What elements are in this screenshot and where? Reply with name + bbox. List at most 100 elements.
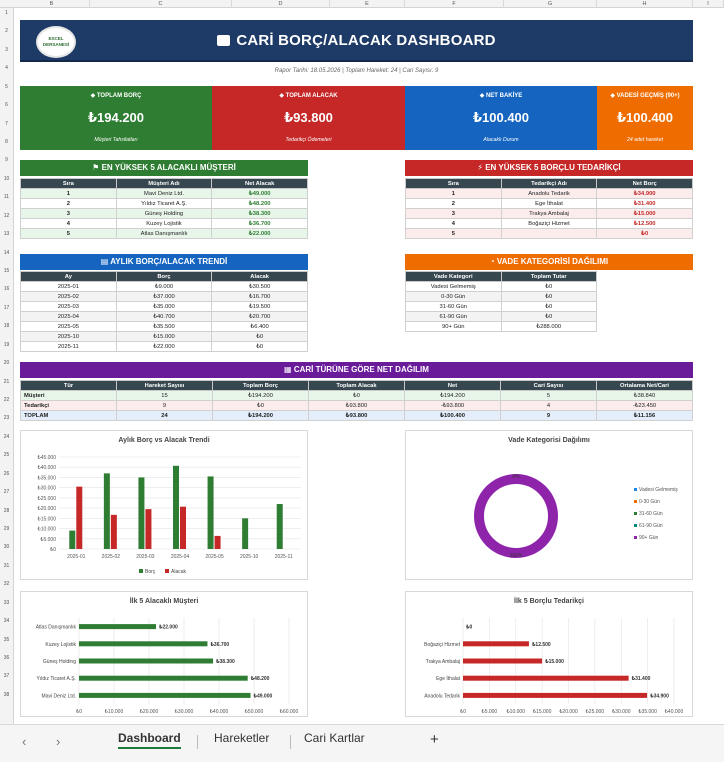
- table-cell[interactable]: ₺93.800: [308, 400, 405, 411]
- row-header[interactable]: 14: [3, 249, 10, 256]
- row-header[interactable]: 7: [5, 120, 8, 127]
- table-cell[interactable]: Anadolu Tedarik: [500, 188, 598, 199]
- table-cell[interactable]: 5: [405, 228, 502, 239]
- row-header[interactable]: 2: [5, 28, 8, 35]
- table-cell[interactable]: ₺11.156: [596, 410, 693, 421]
- table-cell[interactable]: ₺38.840: [596, 390, 693, 401]
- table-cell[interactable]: 2025-02: [20, 291, 117, 302]
- table-cell[interactable]: ₺194.200: [212, 390, 309, 401]
- row-header[interactable]: 3: [5, 46, 8, 53]
- table-cell[interactable]: 15: [116, 390, 213, 401]
- table-cell[interactable]: ₺93.800: [308, 410, 405, 421]
- table-cell[interactable]: ₺35.500: [115, 321, 213, 332]
- table-cell[interactable]: Mavi Deniz Ltd.: [115, 188, 213, 199]
- table-cell[interactable]: ₺15.000: [596, 208, 693, 219]
- table-cell[interactable]: -₺93.800: [404, 400, 501, 411]
- table-cell[interactable]: 61-90 Gün: [405, 311, 502, 322]
- column-header[interactable]: B: [14, 0, 90, 8]
- table-cell[interactable]: 4: [20, 218, 117, 229]
- table-cell[interactable]: Ege İthalat: [500, 198, 598, 209]
- prev-sheet-button[interactable]: ‹: [22, 734, 27, 749]
- table-cell[interactable]: ₺0: [500, 281, 597, 292]
- top-customers-chart[interactable]: İlk 5 Alacaklı Müşteri ₺0 ₺10.000 ₺20.000 ₺…: [20, 591, 308, 717]
- table-cell[interactable]: 3: [20, 208, 117, 219]
- monthly-trend-chart[interactable]: Aylık Borç vs Alacak Trendi ₺0 ₺5.000 ₺10.…: [20, 430, 308, 580]
- table-cell[interactable]: Müşteri: [20, 390, 117, 401]
- table-cell[interactable]: 2: [20, 198, 117, 209]
- table-cell[interactable]: 9: [116, 400, 213, 411]
- due-category-chart[interactable]: Vade Kategorisi Dağılımı 0% 100% Vadesi Ge…: [405, 430, 693, 580]
- row-header[interactable]: 26: [3, 470, 10, 477]
- column-header[interactable]: E: [330, 0, 405, 8]
- row-header[interactable]: 33: [3, 599, 10, 606]
- table-cell[interactable]: ₺194.200: [404, 390, 501, 401]
- row-header[interactable]: 31: [3, 562, 10, 569]
- table-cell[interactable]: 3: [405, 208, 502, 219]
- table-cell[interactable]: ₺20.700: [211, 311, 308, 322]
- table-cell[interactable]: Tedarikçi: [20, 400, 117, 411]
- table-cell[interactable]: ₺30.500: [211, 281, 308, 292]
- column-header[interactable]: F: [405, 0, 504, 8]
- table-cell[interactable]: ₺12.500: [596, 218, 693, 229]
- table-cell[interactable]: ₺15.000: [115, 331, 213, 342]
- table-cell[interactable]: ₺22.000: [115, 341, 213, 352]
- table-cell[interactable]: ₺34.900: [596, 188, 693, 199]
- row-header[interactable]: 16: [3, 286, 10, 293]
- table-cell[interactable]: 4: [500, 400, 597, 411]
- table-cell[interactable]: ₺288.000: [500, 321, 597, 332]
- table-cell[interactable]: ₺0: [500, 311, 597, 322]
- table-cell[interactable]: ₺48.200: [211, 198, 308, 209]
- column-header[interactable]: C: [90, 0, 232, 8]
- row-header[interactable]: 30: [3, 544, 10, 551]
- table-cell[interactable]: 2025-11: [20, 341, 117, 352]
- row-header[interactable]: 10: [3, 175, 10, 182]
- row-header[interactable]: 18: [3, 323, 10, 330]
- table-cell[interactable]: 2025-10: [20, 331, 117, 342]
- table-cell[interactable]: ₺0: [596, 228, 693, 239]
- table-cell[interactable]: 1: [20, 188, 117, 199]
- table-cell[interactable]: [500, 228, 598, 239]
- row-header[interactable]: 13: [3, 231, 10, 238]
- table-cell[interactable]: Yıldız Ticaret A.Ş.: [115, 198, 213, 209]
- row-header[interactable]: 35: [3, 636, 10, 643]
- table-cell[interactable]: 2: [405, 198, 502, 209]
- table-cell[interactable]: Atlas Danışmanlık: [115, 228, 213, 239]
- row-header[interactable]: 11: [3, 194, 10, 201]
- table-cell[interactable]: 24: [116, 410, 213, 421]
- table-cell[interactable]: ₺31.400: [596, 198, 693, 209]
- table-cell[interactable]: 2025-05: [20, 321, 117, 332]
- top-suppliers-chart[interactable]: İlk 5 Borçlu Tedarikçi ₺0 ₺5.000 ₺10.000 ₺1…: [405, 591, 693, 717]
- row-header[interactable]: 24: [3, 433, 10, 440]
- row-header[interactable]: 19: [3, 341, 10, 348]
- table-cell[interactable]: 0-30 Gün: [405, 291, 502, 302]
- row-header[interactable]: 6: [5, 102, 8, 109]
- table-cell[interactable]: ₺36.700: [211, 218, 308, 229]
- row-header[interactable]: 21: [3, 378, 10, 385]
- row-header[interactable]: 12: [3, 212, 10, 219]
- tab-dashboard[interactable]: Dashboard: [118, 731, 181, 749]
- table-cell[interactable]: ₺0: [211, 341, 308, 352]
- column-header[interactable]: G: [504, 0, 597, 8]
- table-cell[interactable]: ₺194.200: [212, 410, 309, 421]
- next-sheet-button[interactable]: ›: [56, 734, 61, 749]
- table-cell[interactable]: 9: [500, 410, 597, 421]
- table-cell[interactable]: ₺22.000: [211, 228, 308, 239]
- table-cell[interactable]: 5: [20, 228, 117, 239]
- table-cell[interactable]: ₺0: [308, 390, 405, 401]
- row-header[interactable]: 5: [5, 83, 8, 90]
- row-header[interactable]: 1: [5, 10, 8, 16]
- table-cell[interactable]: ₺0: [500, 291, 597, 302]
- tab-cari-kartlar[interactable]: Cari Kartlar: [304, 731, 365, 745]
- row-header[interactable]: 38: [3, 691, 10, 698]
- table-cell[interactable]: ₺49.000: [211, 188, 308, 199]
- row-header[interactable]: 23: [3, 415, 10, 422]
- row-header[interactable]: 34: [3, 618, 10, 625]
- table-cell[interactable]: Trakya Ambalaj: [500, 208, 598, 219]
- row-header[interactable]: 36: [3, 655, 10, 662]
- table-cell[interactable]: 90+ Gün: [405, 321, 502, 332]
- table-cell[interactable]: 2025-03: [20, 301, 117, 312]
- table-cell[interactable]: ₺0: [211, 331, 308, 342]
- table-cell[interactable]: ₺37.000: [115, 291, 213, 302]
- tab-hareketler[interactable]: Hareketler: [214, 731, 270, 745]
- column-header[interactable]: I: [693, 0, 724, 8]
